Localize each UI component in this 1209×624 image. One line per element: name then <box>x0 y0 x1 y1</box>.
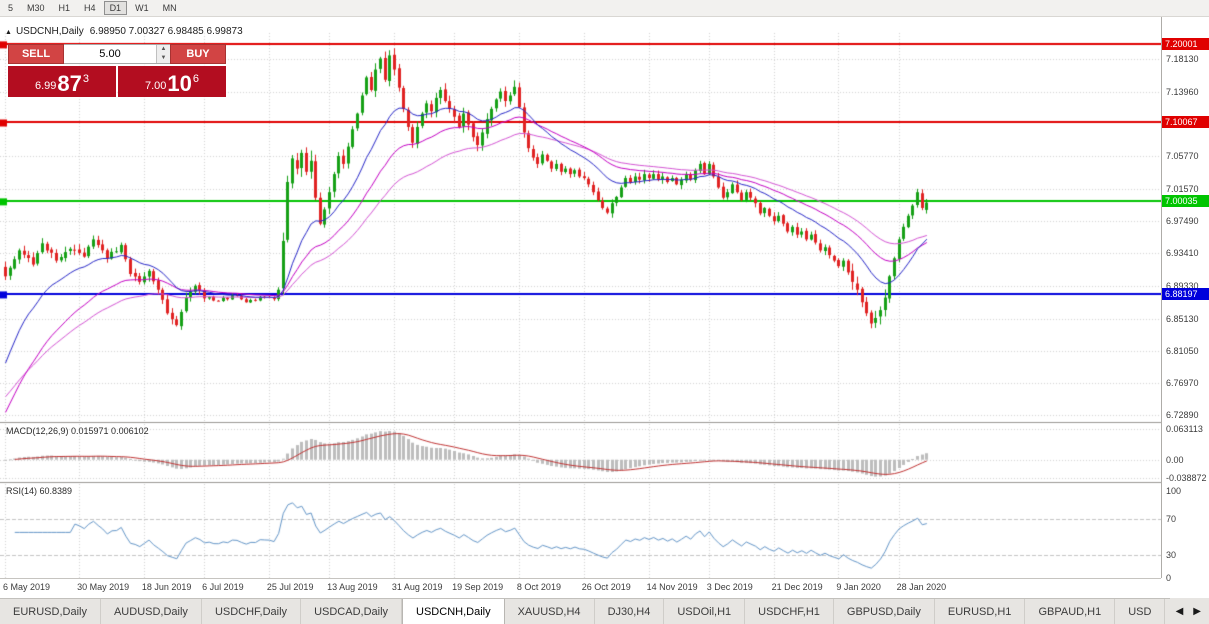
volume-stepper: ▲ ▼ <box>156 45 170 63</box>
tab-AUDUSD-Daily[interactable]: AUDUSD,Daily <box>101 599 202 624</box>
timeframe-button-M30[interactable]: M30 <box>27 3 45 13</box>
date-label: 28 Jan 2020 <box>896 582 947 592</box>
level-price-label: 6.88197 <box>1162 288 1209 301</box>
date-label: 3 Dec 2019 <box>706 582 753 592</box>
timeframe-button-5[interactable]: 5 <box>8 3 14 13</box>
price-chart-canvas[interactable] <box>0 17 1161 578</box>
tab-GBPAUD-H1[interactable]: GBPAUD,H1 <box>1025 599 1116 624</box>
chart-title: ▲ USDCNH,Daily 6.98950 7.00327 6.98485 6.9… <box>5 26 243 37</box>
tab-USDCNH-Daily[interactable]: USDCNH,Daily <box>402 599 505 624</box>
sell-price-point: 3 <box>82 73 90 85</box>
price-tick: 7.01570 <box>1166 184 1199 195</box>
sell-price-prefix: 6.99 <box>34 80 57 92</box>
date-label: 31 Aug 2019 <box>391 582 443 592</box>
sell-button[interactable]: SELL <box>8 44 64 64</box>
tab-scroll-left-icon[interactable]: ◀ <box>1175 605 1184 617</box>
price-tick: 7.05770 <box>1166 151 1199 162</box>
rsi-tick: 30 <box>1166 550 1177 561</box>
date-label: 6 May 2019 <box>3 582 51 592</box>
date-label: 30 May 2019 <box>77 582 130 592</box>
chart-collapse-icon[interactable]: ▲ <box>5 29 12 36</box>
tab-USD[interactable]: USD <box>1115 599 1166 624</box>
volume-up-icon[interactable]: ▲ <box>157 45 170 54</box>
date-label: 6 Jul 2019 <box>202 582 244 592</box>
buy-price-point: 6 <box>192 73 200 85</box>
timeframe-button-H1[interactable]: H1 <box>58 3 71 13</box>
timeframe-button-W1[interactable]: W1 <box>135 3 149 13</box>
timeframe-button-MN[interactable]: MN <box>162 3 177 13</box>
sell-price-pips: 87 <box>57 71 82 96</box>
tab-EURUSD-Daily[interactable]: EURUSD,Daily <box>0 599 101 624</box>
macd-indicator-label: MACD(12,26,9) 0.015971 0.006102 <box>6 426 149 436</box>
date-label: 19 Sep 2019 <box>452 582 504 592</box>
date-label: 21 Dec 2019 <box>771 582 823 592</box>
buy-price-prefix: 7.00 <box>144 80 167 92</box>
timeframe-button-H4[interactable]: H4 <box>84 3 96 13</box>
volume-field: ▲ ▼ <box>64 44 170 64</box>
macd-tick: 0.063113 <box>1166 424 1203 435</box>
date-label: 14 Nov 2019 <box>646 582 698 592</box>
price-tick: 6.97490 <box>1166 216 1199 227</box>
date-label: 8 Oct 2019 <box>516 582 561 592</box>
timeframe-toolbar: 5 M30 H1 H4 D1 W1 MN <box>0 0 1209 17</box>
date-label: 25 Jul 2019 <box>266 582 314 592</box>
tab-DJ30-H4[interactable]: DJ30,H4 <box>595 599 665 624</box>
buy-price-display[interactable]: 7.00 10 6 <box>118 66 226 97</box>
price-tick: 7.18130 <box>1166 54 1199 65</box>
buy-price-pips: 10 <box>167 71 192 96</box>
level-price-label: 7.00035 <box>1162 195 1209 208</box>
price-tick: 7.13960 <box>1166 86 1199 97</box>
time-axis[interactable]: 6 May 2019 30 May 2019 18 Jun 2019 6 Jul 20… <box>0 578 1161 598</box>
price-tick: 6.85130 <box>1166 313 1199 324</box>
chart-tabs: EURUSD,Daily AUDUSD,Daily USDCHF,Daily USDC… <box>0 598 1209 624</box>
level-price-label: 7.10067 <box>1162 116 1209 129</box>
chart-ohlc-values: 6.98950 7.00327 6.98485 6.99873 <box>89 26 243 37</box>
macd-tick: 0.00 <box>1166 454 1184 465</box>
rsi-tick: 0 <box>1166 573 1172 583</box>
tab-USDCHF-Daily[interactable]: USDCHF,Daily <box>202 599 302 624</box>
price-tick: 6.76970 <box>1166 377 1199 388</box>
tab-EURUSD-H1[interactable]: EURUSD,H1 <box>935 599 1026 624</box>
date-label: 9 Jan 2020 <box>836 582 881 592</box>
tab-USDCHF-H1[interactable]: USDCHF,H1 <box>745 599 834 624</box>
tab-USDOil-H1[interactable]: USDOil,H1 <box>664 599 746 624</box>
date-label: 18 Jun 2019 <box>141 582 192 592</box>
tab-GBPUSD-Daily[interactable]: GBPUSD,Daily <box>834 599 935 624</box>
rsi-indicator-label: RSI(14) 60.8389 <box>6 486 73 496</box>
chart-symbol-title: USDCNH,Daily <box>15 26 84 37</box>
tab-scroll-arrows: ◀ ▶ <box>1169 598 1209 624</box>
one-click-trade-panel: SELL ▲ ▼ BUY 6.99 87 3 7.00 <box>8 44 226 97</box>
date-label: 13 Aug 2019 <box>327 582 378 592</box>
tab-XAUUSD-H4[interactable]: XAUUSD,H4 <box>505 599 595 624</box>
tab-USDCAD-Daily[interactable]: USDCAD,Daily <box>301 599 403 624</box>
date-label: 26 Oct 2019 <box>581 582 631 592</box>
price-tick: 6.93410 <box>1166 248 1199 259</box>
price-tick: 6.89330 <box>1166 280 1199 291</box>
chart-window: ▲ USDCNH,Daily 6.98950 7.00327 6.98485 6.9… <box>0 17 1209 598</box>
macd-tick: -0.038872 <box>1166 473 1207 484</box>
level-price-label: 7.20001 <box>1162 38 1209 51</box>
rsi-tick: 70 <box>1166 513 1177 524</box>
rsi-tick: 100 <box>1166 486 1182 496</box>
price-tick: 6.72890 <box>1166 409 1199 420</box>
buy-button[interactable]: BUY <box>170 44 226 64</box>
volume-input[interactable] <box>64 45 156 63</box>
price-axis[interactable]: 7.18130 7.13960 7.05770 7.01570 6.97490 6.934… <box>1161 17 1209 583</box>
tab-scroll-right-icon[interactable]: ▶ <box>1193 605 1201 617</box>
timeframe-button-D1[interactable]: D1 <box>103 1 128 15</box>
volume-down-icon[interactable]: ▼ <box>157 54 170 63</box>
sell-price-display[interactable]: 6.99 87 3 <box>8 66 116 97</box>
price-tick: 6.81050 <box>1166 345 1199 356</box>
